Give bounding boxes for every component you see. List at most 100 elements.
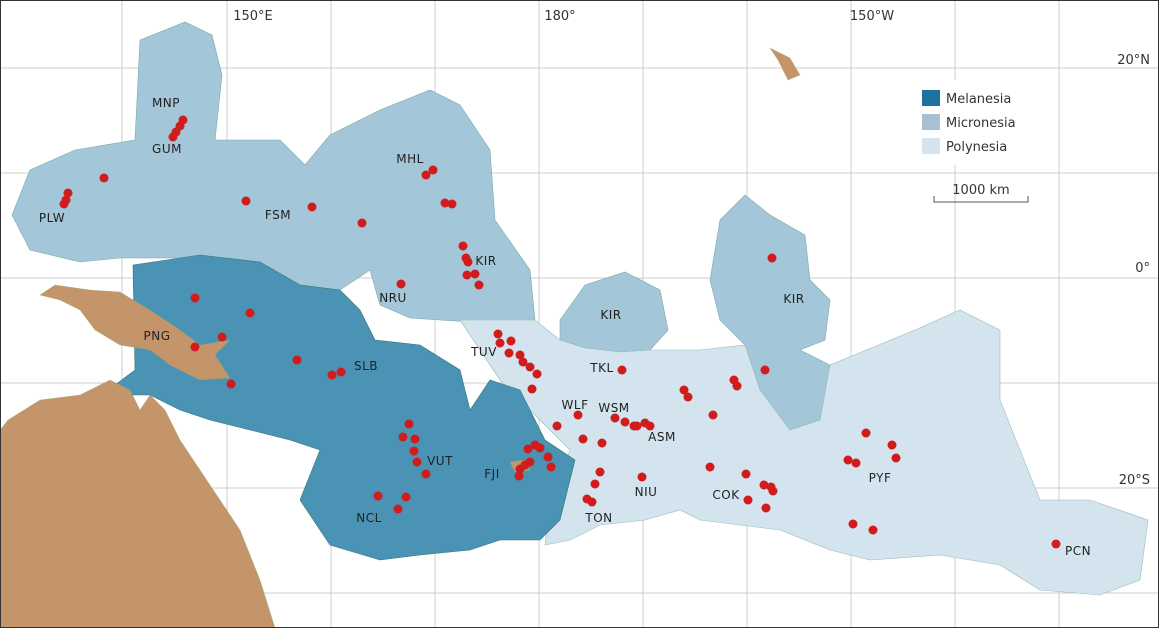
island-marker xyxy=(587,497,597,507)
territory-label: WLF xyxy=(562,398,589,412)
island-marker xyxy=(891,453,901,463)
territory-label: VUT xyxy=(427,454,453,468)
island-marker xyxy=(470,269,480,279)
legend-swatch xyxy=(922,90,940,106)
island-marker xyxy=(632,421,642,431)
legend-label: Polynesia xyxy=(946,140,1007,155)
island-marker xyxy=(396,279,406,289)
island-marker xyxy=(861,428,871,438)
territory-label: FSM xyxy=(265,208,291,222)
island-marker xyxy=(458,241,468,251)
island-marker xyxy=(527,384,537,394)
island-marker xyxy=(462,270,472,280)
island-marker xyxy=(245,308,255,318)
territory-label: COK xyxy=(712,488,740,502)
island-marker xyxy=(398,432,408,442)
island-marker xyxy=(760,365,770,375)
island-marker xyxy=(620,417,630,427)
island-marker xyxy=(518,357,528,367)
longitude-label: 150°E xyxy=(233,9,273,24)
island-marker xyxy=(590,479,600,489)
island-marker xyxy=(637,472,647,482)
island-marker xyxy=(843,455,853,465)
island-marker xyxy=(573,410,583,420)
island-marker xyxy=(552,421,562,431)
island-marker xyxy=(705,462,715,472)
island-marker xyxy=(523,444,533,454)
island-marker xyxy=(514,471,524,481)
territory-label: GUM xyxy=(152,142,182,156)
territory-label: PCN xyxy=(1065,544,1091,558)
island-marker xyxy=(543,452,553,462)
island-marker xyxy=(504,348,514,358)
island-marker xyxy=(597,438,607,448)
micronesia-zones xyxy=(11,21,831,431)
island-marker xyxy=(887,440,897,450)
island-marker xyxy=(190,293,200,303)
island-marker xyxy=(1051,539,1061,549)
island-marker xyxy=(63,188,73,198)
territory-label: TKL xyxy=(589,361,613,375)
island-marker xyxy=(401,492,411,502)
island-marker xyxy=(525,362,535,372)
territory-labels: MNP GUM PLW FSM MHL KIR NRU PNG SLB TUV KIR KIR TKL W… xyxy=(39,96,1091,558)
territory-label: PNG xyxy=(143,329,170,343)
territory-label: PLW xyxy=(39,211,65,225)
territory-label: NRU xyxy=(379,291,407,305)
legend-swatch xyxy=(922,138,940,154)
scale-label: 1000 km xyxy=(952,183,1009,198)
island-marker xyxy=(767,253,777,263)
island-marker xyxy=(761,503,771,513)
island-marker xyxy=(404,419,414,429)
territory-label: KIR xyxy=(475,254,496,268)
island-marker xyxy=(578,434,588,444)
island-marker xyxy=(410,434,420,444)
territory-label: NIU xyxy=(635,485,658,499)
latitude-label: 0° xyxy=(1135,261,1150,276)
island-marker xyxy=(595,467,605,477)
territory-label: PYF xyxy=(869,471,892,485)
island-marker xyxy=(409,446,419,456)
island-marker xyxy=(868,525,878,535)
island-marker xyxy=(743,495,753,505)
island-marker xyxy=(292,355,302,365)
territory-label: SLB xyxy=(354,359,378,373)
legend-label: Melanesia xyxy=(946,92,1011,107)
island-marker xyxy=(495,338,505,348)
island-marker xyxy=(226,379,236,389)
island-marker xyxy=(327,370,337,380)
territory-label: WSM xyxy=(598,401,629,415)
territory-label: KIR xyxy=(783,292,804,306)
island-marker xyxy=(428,165,438,175)
island-marker xyxy=(393,504,403,514)
island-marker xyxy=(610,413,620,423)
longitude-label: 180° xyxy=(544,9,575,24)
territory-label: TON xyxy=(584,511,612,525)
island-marker xyxy=(463,257,473,267)
latitude-label: 20°N xyxy=(1117,53,1150,68)
islands xyxy=(59,115,1061,549)
island-marker xyxy=(851,458,861,468)
melanesia-zones xyxy=(114,254,576,561)
territory-label: KIR xyxy=(600,308,621,322)
island-marker xyxy=(59,199,69,209)
island-marker xyxy=(741,469,751,479)
island-marker xyxy=(421,469,431,479)
island-marker xyxy=(683,392,693,402)
island-marker xyxy=(190,342,200,352)
legend-swatch xyxy=(922,114,940,130)
territory-label: TUV xyxy=(470,345,497,359)
polynesia-zones xyxy=(459,309,1149,596)
island-marker xyxy=(474,280,484,290)
legend: Melanesia Micronesia Polynesia 1000 km xyxy=(918,80,1043,203)
island-marker xyxy=(546,462,556,472)
longitude-label: 150°W xyxy=(850,9,894,24)
island-marker xyxy=(307,202,317,212)
island-marker xyxy=(373,491,383,501)
territory-label: MHL xyxy=(396,152,424,166)
island-marker xyxy=(447,199,457,209)
island-marker xyxy=(617,365,627,375)
island-marker xyxy=(535,443,545,453)
island-marker xyxy=(99,173,109,183)
